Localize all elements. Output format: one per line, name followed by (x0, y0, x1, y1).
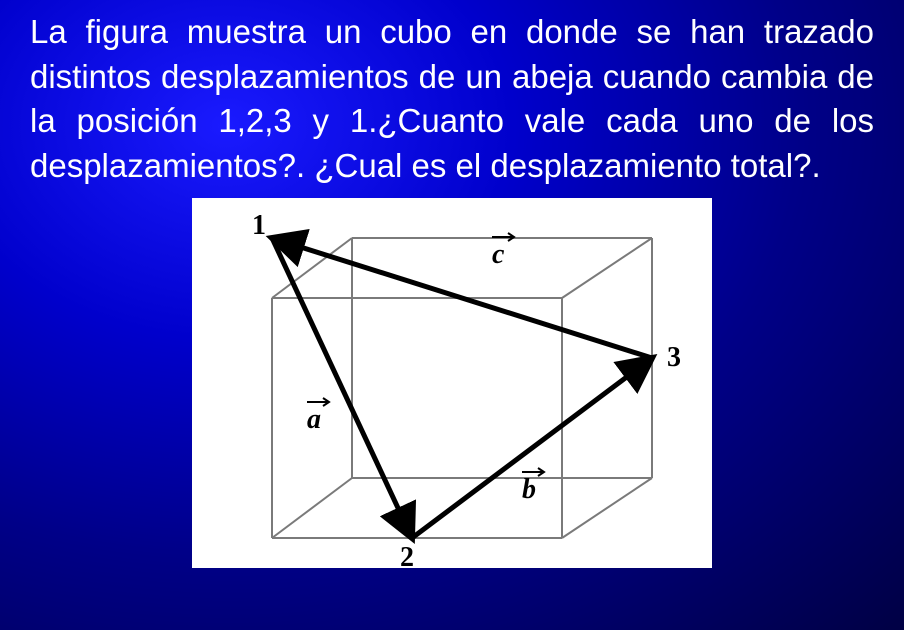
cube-figure: 1 2 3 a b c (192, 198, 712, 568)
vector-a (272, 238, 412, 538)
point-label-3: 3 (667, 342, 681, 373)
problem-text: La figura muestra un cubo en donde se ha… (30, 10, 874, 188)
point-label-2: 2 (400, 542, 414, 568)
vector-label-b: b (522, 474, 536, 505)
slide: La figura muestra un cubo en donde se ha… (0, 0, 904, 630)
vector-b (412, 358, 652, 538)
vectors (272, 238, 652, 538)
vector-label-a: a (307, 404, 321, 435)
point-label-1: 1 (252, 210, 266, 241)
vector-label-c: c (492, 239, 505, 270)
cube-svg: 1 2 3 a b c (192, 198, 712, 568)
cube-edges (272, 238, 652, 538)
